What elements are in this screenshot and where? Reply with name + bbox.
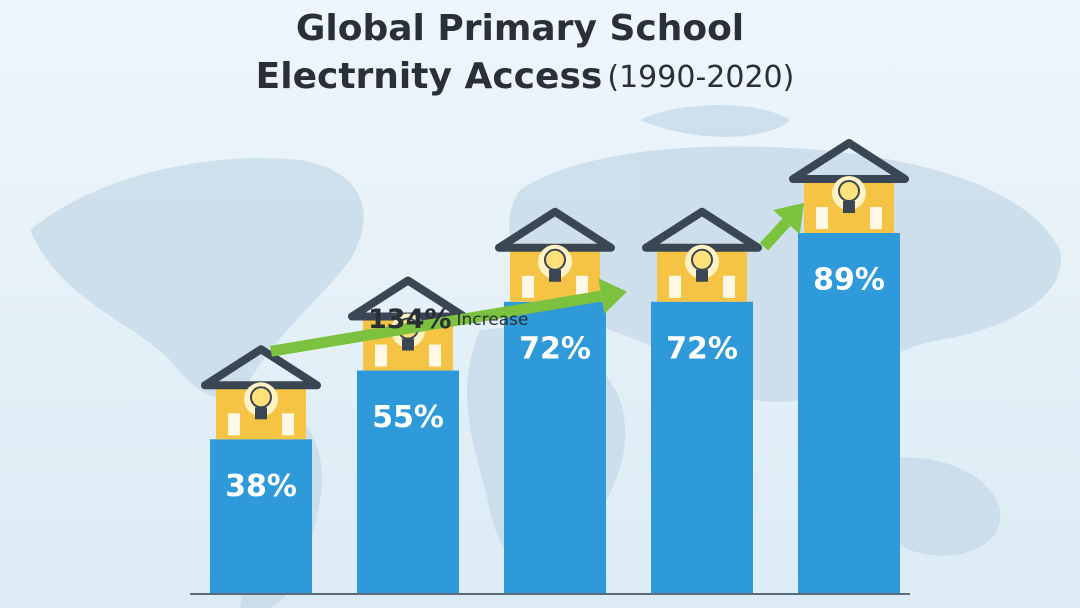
bulb: [691, 248, 713, 271]
bulb-base: [549, 269, 561, 282]
arrow-head: [598, 278, 627, 314]
chart-title: Electrnity Access: [256, 56, 603, 97]
window: [723, 275, 735, 298]
annotation-text: Increase: [457, 310, 529, 330]
trend-arrow: [759, 218, 791, 251]
bulb: [250, 386, 272, 409]
window: [228, 413, 240, 436]
chart-subtitle: (1990-2020): [607, 60, 794, 95]
window: [282, 413, 294, 436]
value-label: 38%: [225, 469, 297, 504]
annotation: 134% Increase: [368, 304, 528, 335]
value-label: 72%: [519, 331, 591, 366]
trend-arrow: [270, 290, 603, 357]
window: [375, 344, 387, 367]
bulb: [838, 180, 860, 202]
bulb-base: [843, 201, 855, 213]
bar: [798, 233, 900, 593]
school-house: [789, 139, 909, 233]
window: [816, 207, 828, 229]
window: [576, 275, 588, 298]
title-line: Electrnity Access (1990-2020): [256, 56, 795, 97]
window: [669, 275, 681, 298]
bulb-base: [696, 269, 708, 282]
bulb-base: [402, 338, 414, 351]
bar: [651, 301, 753, 593]
value-label: 72%: [666, 331, 738, 366]
school-house: [201, 345, 321, 440]
window: [522, 275, 534, 298]
arrow-head: [773, 203, 804, 235]
value-label: 55%: [372, 400, 444, 435]
chart-title: Global Primary School: [296, 8, 744, 49]
bulb-base: [255, 407, 267, 420]
school-house: [642, 207, 762, 302]
bulb: [544, 248, 566, 271]
value-label: 89%: [813, 263, 885, 298]
annotation-value: 134%: [368, 304, 451, 335]
window: [870, 207, 882, 229]
bar: [504, 301, 606, 593]
bar: [357, 370, 459, 593]
school-house: [495, 207, 615, 302]
window: [429, 344, 441, 367]
bar: [210, 439, 312, 593]
